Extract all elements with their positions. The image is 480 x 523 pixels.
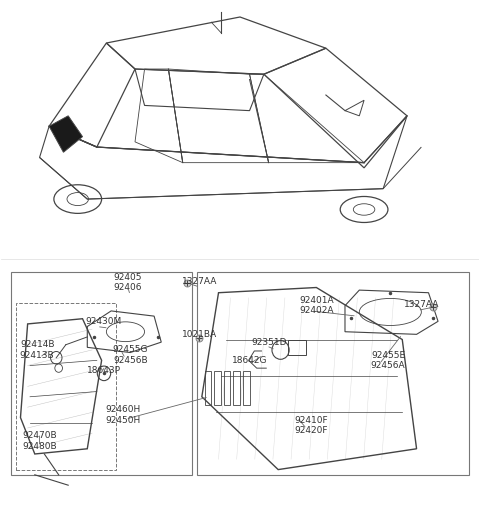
Bar	[233, 371, 240, 405]
Polygon shape	[49, 116, 83, 152]
Text: 1327AA: 1327AA	[182, 277, 217, 286]
Text: 92455G
92456B: 92455G 92456B	[112, 345, 148, 365]
Bar	[16, 303, 116, 470]
Bar	[11, 272, 192, 475]
Text: 92470B
92480B: 92470B 92480B	[22, 431, 57, 451]
Text: 92410F
92420F: 92410F 92420F	[295, 416, 328, 435]
Text: 92401A
92402A: 92401A 92402A	[299, 296, 334, 315]
Bar	[197, 272, 469, 475]
Text: 1327AA: 1327AA	[404, 300, 439, 309]
Bar	[243, 371, 250, 405]
Text: 92455E
92456A: 92455E 92456A	[371, 350, 405, 370]
Text: 1021BA: 1021BA	[182, 330, 217, 339]
Bar	[224, 371, 230, 405]
Bar	[288, 339, 306, 355]
Text: 92405
92406: 92405 92406	[114, 272, 142, 292]
Text: 92460H
92450H: 92460H 92450H	[106, 405, 141, 425]
Text: 92351D: 92351D	[251, 338, 287, 347]
Text: 92430M: 92430M	[86, 317, 122, 326]
Text: 92414B
92413B: 92414B 92413B	[20, 340, 55, 360]
Bar	[214, 371, 221, 405]
Text: 18642G: 18642G	[232, 356, 267, 365]
Bar	[204, 371, 211, 405]
Text: 18643P: 18643P	[87, 366, 121, 375]
